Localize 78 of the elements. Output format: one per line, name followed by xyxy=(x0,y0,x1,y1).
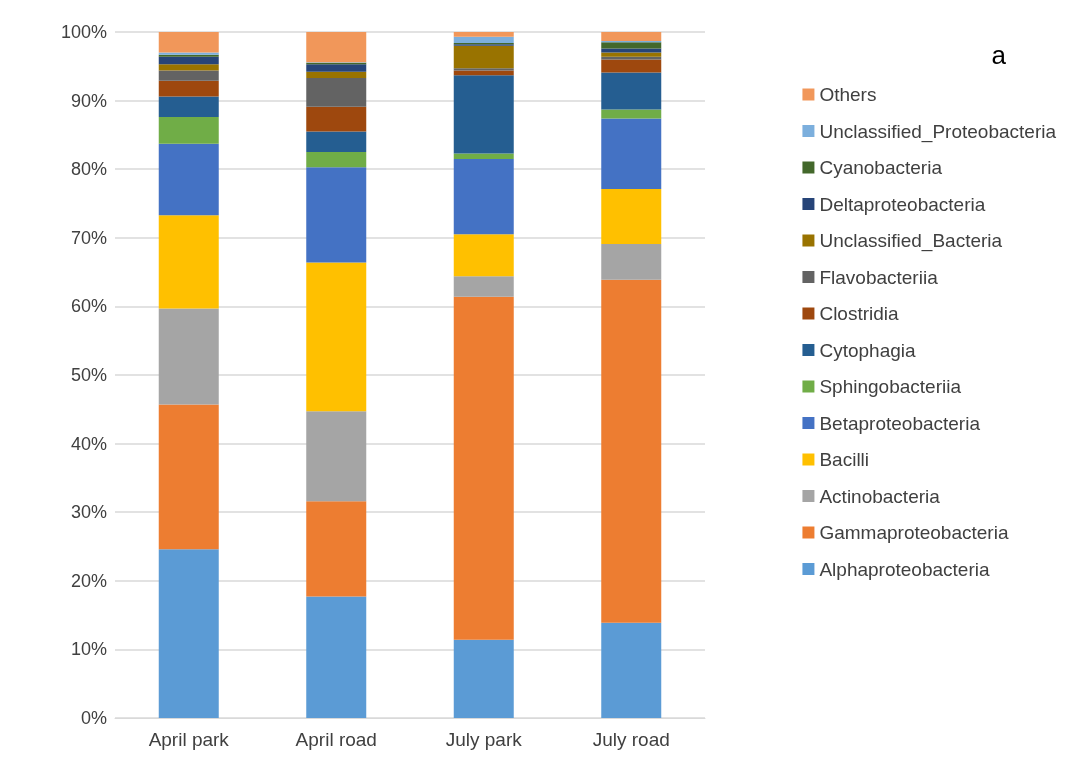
bar xyxy=(601,59,662,73)
legend-label: Sphingobacteriia xyxy=(819,376,962,397)
legend-label: Gammaproteobacteria xyxy=(819,522,1009,543)
bar xyxy=(306,167,367,263)
legend-label: Unclassified_Proteobacteria xyxy=(819,120,1057,143)
bar xyxy=(158,549,219,718)
y-tick-label: 20% xyxy=(70,570,107,591)
text: a xyxy=(991,40,1007,70)
x-tick-label: July road xyxy=(592,729,670,750)
bar xyxy=(306,32,367,63)
x-tick-label: July park xyxy=(445,729,523,750)
bar xyxy=(306,106,367,132)
bar xyxy=(601,109,662,119)
bar xyxy=(601,118,662,190)
bar xyxy=(453,32,514,37)
bar xyxy=(601,72,662,110)
bar xyxy=(453,45,514,69)
bar xyxy=(158,143,219,216)
bar xyxy=(306,152,367,168)
legend-label: Cyanobacteria xyxy=(819,157,943,178)
bar xyxy=(453,276,514,297)
bar xyxy=(306,596,367,718)
y-tick-label: 100% xyxy=(60,22,107,42)
legend-label: Others xyxy=(819,84,877,105)
legend-label: Flavobacteriia xyxy=(819,266,939,288)
bar xyxy=(306,64,367,72)
bar xyxy=(453,70,514,76)
legend-label: Actinobacteria xyxy=(819,485,941,507)
bar xyxy=(306,131,367,153)
bar xyxy=(158,70,219,81)
bar xyxy=(158,215,219,309)
y-tick-label: 0% xyxy=(80,708,107,728)
bar xyxy=(158,56,219,65)
bar xyxy=(306,501,367,597)
bar xyxy=(158,404,219,550)
bar xyxy=(158,96,219,118)
bar xyxy=(453,153,514,159)
bar xyxy=(158,308,219,405)
bar xyxy=(601,42,662,49)
legend-label: Betaproteobacteria xyxy=(819,412,981,434)
legend-label: Bacilli xyxy=(819,449,870,470)
legend-label: Cytophagia xyxy=(819,339,916,361)
bar xyxy=(601,279,662,623)
legend-label: Clostridia xyxy=(819,303,900,324)
x-tick-label: April road xyxy=(295,729,377,750)
bar xyxy=(601,189,662,244)
bar xyxy=(453,296,514,640)
bar xyxy=(601,32,662,41)
x-tick-label: April park xyxy=(148,729,230,750)
legend-label: Alphaproteobacteria xyxy=(819,558,990,580)
bar xyxy=(601,622,662,718)
bar xyxy=(453,75,514,154)
legend-label: Unclassified_Bacteria xyxy=(819,230,1003,252)
y-tick-label: 40% xyxy=(70,433,107,454)
bar xyxy=(453,68,514,71)
bar xyxy=(306,71,367,78)
legend-label: Deltaproteobacteria xyxy=(819,193,986,215)
y-tick-label: 70% xyxy=(70,227,107,248)
y-tick-label: 60% xyxy=(70,296,107,317)
y-tick-label: 90% xyxy=(70,90,107,111)
bar xyxy=(601,48,662,53)
bar xyxy=(158,80,219,97)
bar xyxy=(158,32,219,53)
bar xyxy=(453,36,514,43)
bar xyxy=(158,64,219,71)
bar xyxy=(601,243,662,280)
y-tick-label: 10% xyxy=(70,639,107,660)
bar xyxy=(306,77,367,107)
bar xyxy=(306,262,367,412)
bar xyxy=(158,117,219,144)
y-tick-label: 30% xyxy=(70,502,107,523)
bar xyxy=(453,639,514,718)
y-tick-label: 50% xyxy=(70,365,107,385)
bar xyxy=(453,158,514,235)
y-tick-label: 80% xyxy=(70,159,107,180)
bar xyxy=(453,234,514,277)
bar xyxy=(306,411,367,502)
bar xyxy=(601,52,662,57)
